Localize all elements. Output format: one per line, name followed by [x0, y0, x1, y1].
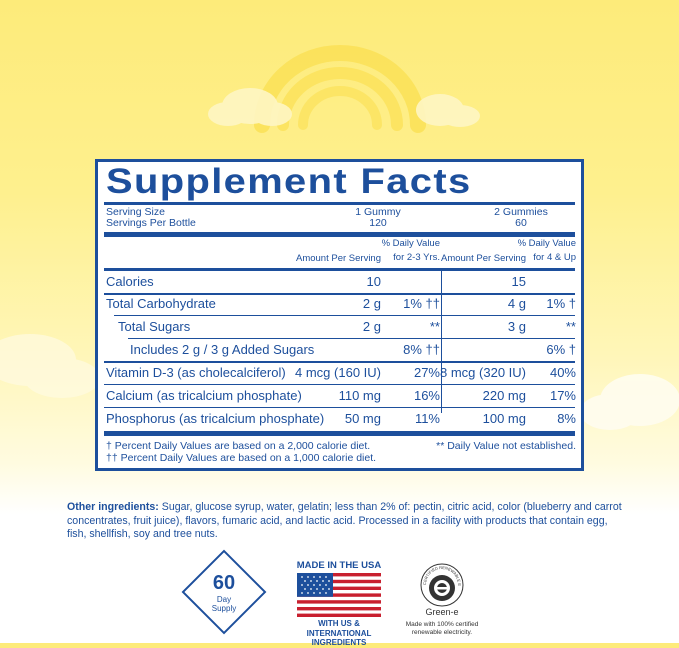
nutrient-dv-2: 8%: [557, 411, 576, 426]
supplement-facts-panel: Supplement Facts Serving Size Servings P…: [95, 159, 584, 471]
row-divider: [114, 315, 575, 316]
nutrient-dv-1: **: [429, 319, 440, 334]
dv-header-2-line2: for 4 & Up: [533, 252, 576, 263]
servings-per-bottle-label: Servings Per Bottle: [106, 217, 196, 229]
serving-size-label: Serving Size: [106, 206, 165, 218]
nutrient-name: Vitamin D-3 (as cholecalciferol): [106, 365, 286, 380]
nutrient-amount-1: 2 g: [362, 319, 381, 334]
nutrient-amount-2: 100 mg: [482, 411, 526, 426]
us-flag-icon: [297, 573, 381, 617]
header-divider: [104, 268, 575, 271]
footnote-dv-not-established: ** Daily Value not established.: [436, 440, 576, 452]
panel-title: Supplement Facts: [106, 162, 472, 201]
green-e-badge: CERTIFIED RENEWABLE ENERGY Green-e Made …: [400, 563, 484, 636]
nutrient-dv-2: 1% †: [546, 296, 576, 311]
day-supply-day-label: Day: [216, 595, 232, 604]
green-e-name: Green-e: [425, 607, 459, 617]
row-divider: [104, 293, 575, 295]
nutrient-dv-1: 11%: [414, 411, 440, 426]
nutrient-amount-1: 4 mcg (160 IU): [295, 365, 381, 380]
nutrient-dv-1: 1% ††: [403, 296, 440, 311]
serving-col1-size: 1 Gummy: [355, 206, 401, 218]
rainbow-illustration: [254, 45, 426, 133]
nutrient-amount-1: 10: [366, 274, 381, 289]
nutrient-name: Calcium (as tricalcium phosphate): [106, 388, 302, 403]
nutrient-name: Total Sugars: [118, 319, 191, 334]
dv-header-1-line2: for 2-3 Yrs.: [393, 252, 440, 263]
nutrient-amount-1: 50 mg: [344, 411, 381, 426]
made-in-usa-badge: MADE IN THE USA WITH US & INTERNATIONAL …: [286, 560, 392, 648]
serving-col1-count: 120: [369, 217, 387, 229]
nutrient-dv-1: 8% ††: [403, 342, 440, 357]
cloud-bg-left: [0, 334, 100, 398]
serving-col2-count: 60: [515, 217, 527, 229]
green-e-line2: renewable electricity.: [411, 628, 473, 636]
nutrient-dv-2: 6% †: [546, 342, 576, 357]
nutrient-amount-2: 220 mg: [482, 388, 526, 403]
cloud-left: [208, 88, 292, 126]
made-in-usa-sub1: WITH US & INTERNATIONAL: [306, 619, 372, 638]
nutrient-dv-2: **: [565, 319, 576, 334]
row-divider: [104, 384, 575, 385]
row-divider: [104, 361, 575, 363]
dv-header-2-line1: % Daily Value: [517, 238, 576, 249]
nutrient-amount-2: 4 g: [507, 296, 526, 311]
amount-header-1: Amount Per Serving: [295, 253, 381, 264]
row-divider: [128, 338, 575, 339]
green-e-logo-icon: CERTIFIED RENEWABLE ENERGY: [420, 563, 464, 607]
day-supply-supply-label: Supply: [211, 604, 237, 613]
nutrient-amount-2: 8 mcg (320 IU): [440, 365, 526, 380]
nutrient-name: Phosphorus (as tricalcium phosphate): [106, 411, 325, 426]
bottom-divider: [104, 431, 575, 436]
ingredients-label: Other ingredients:: [67, 501, 159, 513]
nutrient-amount-2: 3 g: [507, 319, 526, 334]
dv-header-1-line1: % Daily Value: [381, 238, 440, 249]
nutrient-dv-1: 27%: [413, 365, 440, 380]
column-separator: [441, 270, 442, 413]
footnote-1000-calorie: †† Percent Daily Values are based on a 1…: [106, 452, 377, 464]
nutrient-dv-2: 40%: [549, 365, 576, 380]
amount-header-2: Amount Per Serving: [440, 253, 526, 264]
nutrient-amount-2: 15: [511, 274, 526, 289]
nutrient-name: Calories: [106, 274, 154, 289]
footnote-2000-calorie: † Percent Daily Values are based on a 2,…: [106, 440, 371, 452]
green-e-line1: Made with 100% certified: [405, 621, 479, 628]
nutrient-dv-2: 17%: [549, 388, 576, 403]
serving-divider: [104, 232, 575, 237]
ingredients-text: Sugar, glucose syrup, water, gelatin; le…: [67, 501, 622, 540]
nutrient-name: Includes 2 g / 3 g Added Sugars: [130, 342, 315, 357]
nutrient-dv-1: 16%: [413, 388, 440, 403]
nutrient-amount-1: 2 g: [362, 296, 381, 311]
nutrient-name: Total Carbohydrate: [106, 296, 216, 311]
cloud-right: [416, 94, 480, 127]
other-ingredients: Other ingredients: Sugar, glucose syrup,…: [67, 501, 627, 542]
day-supply-number: 60: [212, 572, 236, 594]
row-divider: [104, 407, 575, 408]
cloud-bg-right: [580, 374, 679, 430]
serving-col2-size: 2 Gummies: [494, 206, 548, 218]
made-in-usa-text: MADE IN THE USA: [296, 560, 382, 571]
nutrient-amount-1: 110 mg: [338, 388, 381, 403]
title-divider: [104, 202, 575, 205]
